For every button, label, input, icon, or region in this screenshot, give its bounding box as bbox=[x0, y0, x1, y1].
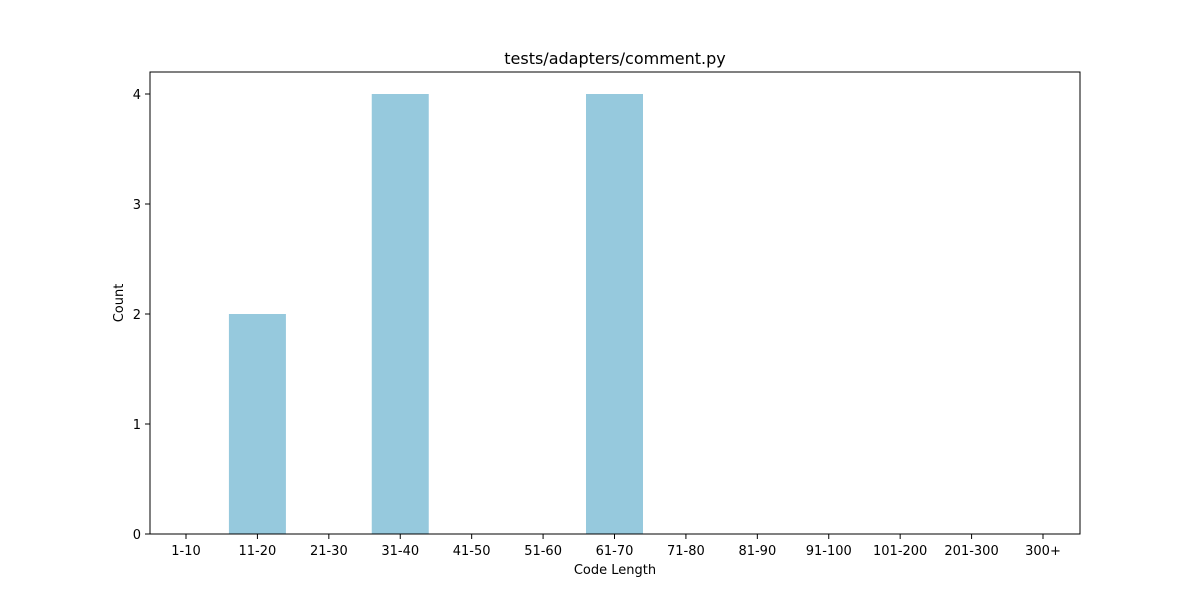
x-tick-label: 71-80 bbox=[667, 544, 705, 559]
x-tick-label: 11-20 bbox=[239, 544, 277, 559]
x-tick-label: 41-50 bbox=[453, 544, 491, 559]
x-tick-label: 61-70 bbox=[596, 544, 634, 559]
x-tick-label: 81-90 bbox=[738, 544, 776, 559]
y-tick-label: 3 bbox=[133, 198, 141, 213]
y-tick-label: 2 bbox=[133, 308, 141, 323]
x-tick-label: 201-300 bbox=[944, 544, 998, 559]
bar-61-70 bbox=[586, 94, 643, 534]
x-tick-label: 31-40 bbox=[381, 544, 419, 559]
x-axis: 1-10 11-20 21-30 31-40 41-50 51-60 61-70 71-80 8… bbox=[171, 534, 1061, 559]
x-axis-label: Code Length bbox=[574, 563, 656, 578]
x-tick-label: 101-200 bbox=[873, 544, 927, 559]
x-tick-label: 91-100 bbox=[806, 544, 852, 559]
bars-layer bbox=[228, 94, 643, 534]
x-tick-label: 1-10 bbox=[171, 544, 201, 559]
x-tick-label: 21-30 bbox=[310, 544, 348, 559]
y-axis: 0 1 2 3 4 bbox=[133, 88, 150, 543]
y-tick-label: 0 bbox=[133, 528, 141, 543]
bar-11-20 bbox=[228, 314, 286, 534]
y-axis-label: Count bbox=[112, 284, 127, 323]
bar-31-40 bbox=[371, 94, 429, 534]
y-tick-label: 1 bbox=[133, 418, 141, 433]
y-tick-label: 4 bbox=[133, 88, 141, 103]
x-tick-label: 51-60 bbox=[524, 544, 562, 559]
chart-title: tests/adapters/comment.py bbox=[504, 49, 726, 68]
x-tick-label: 300+ bbox=[1025, 544, 1061, 559]
